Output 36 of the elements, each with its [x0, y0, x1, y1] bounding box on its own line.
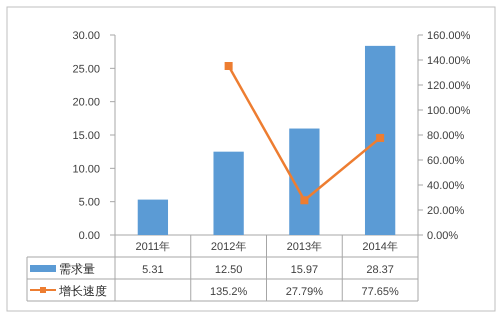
bar [364, 46, 396, 235]
y2-tick-label: 20.00% [427, 205, 465, 217]
x-tick-label: 2012年 [210, 241, 246, 253]
y2-tick-label: 160.00% [427, 30, 471, 42]
y2-tick-label: 140.00% [427, 55, 471, 67]
y-tick-label: 5.00 [78, 196, 100, 209]
y-tick-label: 0.00 [78, 230, 100, 242]
data-label: 77.65% [361, 286, 399, 298]
y-tick-label: 20.00 [72, 96, 100, 109]
x-tick-label: 2011年 [136, 241, 170, 253]
bar [213, 152, 244, 235]
data-label: 27.79% [286, 286, 324, 298]
y2-tick-label: 80.00% [427, 130, 465, 142]
point [224, 62, 233, 70]
y-tick-label: 10.00 [72, 163, 100, 176]
y2-tick-label: 40.00% [427, 180, 465, 192]
x-tick-label: 2013年 [286, 241, 322, 253]
point [376, 134, 384, 142]
point [300, 196, 308, 204]
legend-label: 需求量 [59, 262, 95, 276]
y-tick-label: 30.00 [72, 30, 100, 42]
legend-label: 增长速度 [58, 284, 107, 298]
y2-tick-label: 60.00% [427, 155, 465, 167]
y2-tick-label: 120.00% [427, 80, 471, 92]
data-label: 135.2% [210, 286, 248, 298]
bar [138, 200, 168, 235]
x-tick-label: 2014年 [362, 241, 398, 253]
data-label: 28.37 [366, 264, 394, 276]
y-tick-label: 25.00 [72, 63, 100, 76]
y-tick-label: 15.00 [72, 130, 100, 142]
y2-tick-label: 100.00% [427, 105, 471, 117]
data-label: 5.31 [142, 264, 164, 276]
data-label: 12.50 [214, 264, 242, 276]
bar [289, 128, 320, 235]
y2-tick-label: 0.00% [427, 230, 458, 242]
data-label: 15.97 [290, 264, 318, 276]
